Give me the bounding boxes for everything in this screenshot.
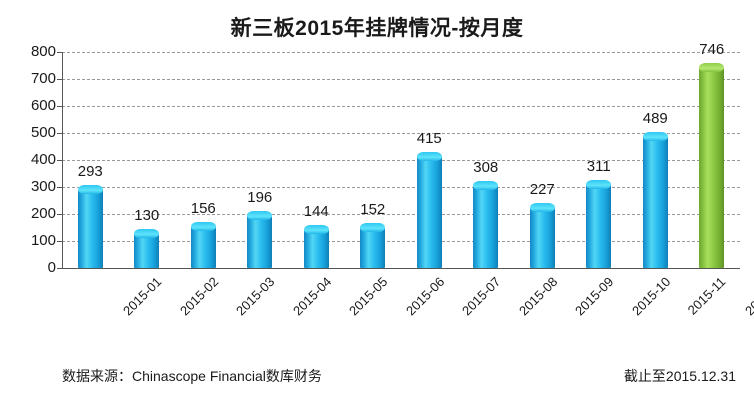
bar-top-ellipse [303,225,329,235]
bar-body [416,151,442,268]
y-axis-tick-label: 400 [30,151,56,168]
gridline [62,241,740,242]
bar-top-ellipse [77,184,103,194]
bar[interactable] [190,221,216,268]
plot-area: 293 130 156 196 144 152 415 308 227 311 489 746 [57,41,740,269]
y-axis-tick [57,52,62,53]
y-axis-labels: 0 100 200 300 400 500 600 700 800 [6,43,56,276]
bar-value-label: 293 [77,162,103,180]
bar[interactable] [642,131,668,268]
bar-body [77,184,103,268]
footer-as-of-date: 截止至2015.12.31 [623,368,736,384]
bar[interactable] [303,225,329,268]
y-axis-tick [57,106,62,107]
y-axis-tick-label: 700 [30,70,56,87]
y-axis-tick [57,187,62,188]
bar-top-ellipse [360,222,386,232]
x-axis-tick-label: 2015-12 [741,274,754,319]
bar-body [303,225,329,268]
gridline [62,133,740,134]
bar-value-label: 227 [529,180,555,198]
bar[interactable] [699,62,725,268]
y-axis-tick [57,79,62,80]
footer-source-note: 数据来源：Chinascope Financial数库财务 [62,368,322,384]
gridline [62,106,740,107]
x-axis-tick-label: 2015-11 [684,274,729,318]
x-axis-tick-label: 2015-01 [120,274,165,319]
gridline [62,79,740,80]
bar-body [134,228,160,268]
gridline [62,214,740,215]
y-axis-tick [57,133,62,134]
bar-top-ellipse [529,202,555,212]
bar-top-ellipse [247,211,273,221]
y-axis-tick-label: 500 [30,124,56,141]
bar-top-ellipse [473,180,499,190]
bar[interactable] [416,151,442,268]
bar-body [642,131,668,268]
x-axis-tick-label: 2015-03 [233,274,278,319]
bar-top-ellipse [190,221,216,231]
x-axis-tick-label: 2015-07 [459,274,504,319]
y-axis-tick-label: 0 [47,259,56,276]
bar[interactable] [134,228,160,268]
bar[interactable] [473,180,499,268]
bar-top-ellipse [416,151,442,161]
bar-value-label: 746 [699,40,725,58]
x-axis-tick-label: 2015-08 [515,274,561,319]
bar[interactable] [247,211,273,268]
bar-body [190,221,216,268]
y-axis-tick-label: 600 [30,97,56,114]
bar[interactable] [77,184,103,268]
x-axis-tick-label: 2015-06 [402,274,448,319]
bar-value-label: 489 [642,109,668,127]
y-axis-tick [57,160,62,161]
y-axis-tick [57,268,62,269]
bar-top-ellipse [586,180,612,190]
bar-top-ellipse [699,62,725,72]
bar-body [360,222,386,268]
y-axis-tick-label: 200 [30,205,56,222]
bar-value-label: 130 [134,206,160,224]
bar-value-label: 415 [416,129,442,147]
gridline [62,160,740,161]
bar-body [699,62,725,268]
y-axis-tick [57,214,62,215]
bar-body [473,180,499,268]
bar-value-label: 308 [473,158,499,176]
x-axis-tick-label: 2015-02 [176,274,222,319]
bar-value-label: 311 [586,158,611,176]
y-axis-line [62,52,63,268]
bar[interactable] [586,180,612,268]
x-axis-line [62,268,740,269]
x-axis-tick-label: 2015-05 [346,274,391,319]
x-axis-tick-label: 2015-09 [572,274,617,319]
x-axis-tick-label: 2015-10 [628,274,674,319]
bar[interactable] [360,222,386,268]
bar[interactable] [529,202,555,268]
bar-value-label: 196 [247,189,273,207]
y-axis-tick [57,241,62,242]
bar-value-label: 152 [360,200,386,218]
bar-top-ellipse [134,228,160,238]
bar-value-label: 156 [190,199,216,217]
bar-top-ellipse [642,131,668,141]
bar-value-label: 144 [303,203,329,221]
gridline [62,187,740,188]
bar-body [247,211,273,268]
x-axis-tick-label: 2015-04 [289,274,335,319]
chart-title: 新三板2015年挂牌情况-按月度 [230,17,524,40]
gridline [62,52,740,53]
y-axis-tick-label: 800 [30,43,56,60]
y-axis-tick-label: 100 [30,232,56,249]
x-axis-labels: 2015-01 2015-02 2015-03 2015-04 2015-05 2015-… [62,268,754,338]
bar-body [529,202,555,268]
bar-body [586,180,612,268]
y-axis-tick-label: 300 [30,178,56,195]
